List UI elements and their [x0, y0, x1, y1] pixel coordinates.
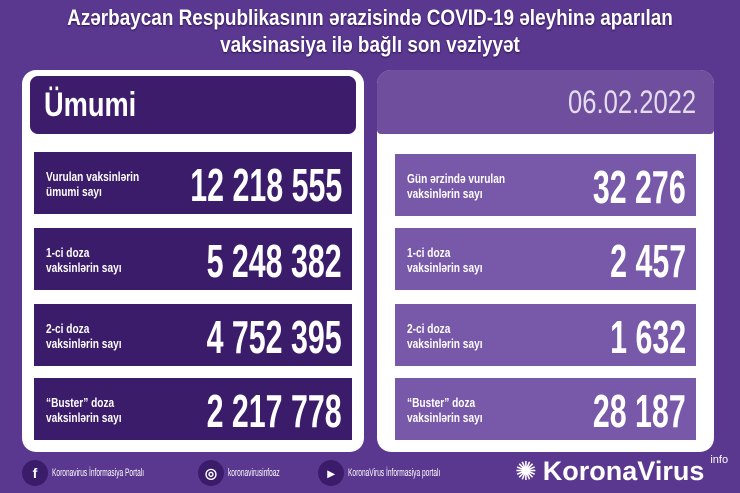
- stat-label: 2-ci doza vaksinlərin sayı: [46, 321, 122, 351]
- stat-value: 12 218 555: [190, 159, 342, 211]
- youtube-link[interactable]: KoronaVirus İnformasiya portalı: [348, 467, 441, 479]
- footer: f Koronavirus İnformasiya Portalı ◎ koro…: [0, 460, 510, 490]
- stat-row: 2-ci doza vaksinlərin sayı 4 752 395: [34, 304, 352, 366]
- virus-sun-icon: ✺: [515, 456, 537, 486]
- stat-row: 2-ci doza vaksinlərin sayı 1 632: [395, 304, 696, 366]
- stat-label: Gün ərzində vurulan vaksinlərin sayı: [407, 171, 506, 201]
- stat-label: 2-ci doza vaksinlərin sayı: [407, 321, 483, 351]
- koronavirus-logo: ✺ KoronaVirus info: [515, 454, 729, 486]
- stat-value: 2 217 778: [206, 385, 342, 437]
- stat-label: “Buster” doza vaksinlərin sayı: [407, 395, 483, 425]
- total-header: Ümumi: [30, 76, 356, 134]
- logo-sup: info: [710, 454, 729, 466]
- stat-row: 1-ci doza vaksinlərin sayı 2 457: [395, 228, 696, 290]
- stat-label: 1-ci doza vaksinlərin sayı: [46, 245, 122, 275]
- stat-row: “Buster” doza vaksinlərin sayı 28 187: [395, 378, 696, 440]
- youtube-icon[interactable]: ▸: [318, 460, 344, 486]
- stat-row: Vurulan vaksinlərin ümumi sayı 12 218 555: [34, 152, 352, 214]
- facebook-icon[interactable]: f: [22, 460, 48, 486]
- stat-value: 1 632: [610, 311, 686, 363]
- facebook-link[interactable]: Koronavirus İnformasiya Portalı: [52, 467, 145, 479]
- total-card: Ümumi Vurulan vaksinlərin ümumi sayı 12 21…: [22, 70, 364, 452]
- date-header: 06.02.2022: [377, 70, 714, 134]
- stat-row: Gün ərzində vurulan vaksinlərin sayı 32 27…: [395, 154, 696, 216]
- stat-label: Vurulan vaksinlərin ümumi sayı: [46, 169, 140, 199]
- stat-label: 1-ci doza vaksinlərin sayı: [407, 245, 483, 275]
- title-line-1: Azərbaycan Respublikasının ərazisində CO…: [67, 5, 673, 30]
- stat-value: 5 248 382: [206, 235, 342, 287]
- stat-row: “Buster” doza vaksinlərin sayı 2 217 778: [34, 378, 352, 440]
- total-header-text: Ümumi: [44, 86, 137, 124]
- stat-value: 32 276: [593, 161, 686, 213]
- stat-value: 4 752 395: [206, 311, 342, 363]
- instagram-icon[interactable]: ◎: [198, 460, 224, 486]
- title-line-2: vaksinasiya ilə bağlı son vəziyyət: [220, 32, 520, 57]
- instagram-link[interactable]: koronavirusinfoaz: [228, 467, 280, 479]
- stat-value: 2 457: [610, 235, 686, 287]
- logo-text: KoronaVirus: [542, 456, 705, 486]
- daily-card: 06.02.2022 Gün ərzində vurulan vaksinləri…: [377, 70, 714, 452]
- stat-label: “Buster” doza vaksinlərin sayı: [46, 395, 122, 425]
- stat-value: 28 187: [593, 385, 686, 437]
- stat-row: 1-ci doza vaksinlərin sayı 5 248 382: [34, 228, 352, 290]
- page-title: Azərbaycan Respublikasının ərazisində CO…: [52, 4, 688, 58]
- date-text: 06.02.2022: [567, 84, 696, 120]
